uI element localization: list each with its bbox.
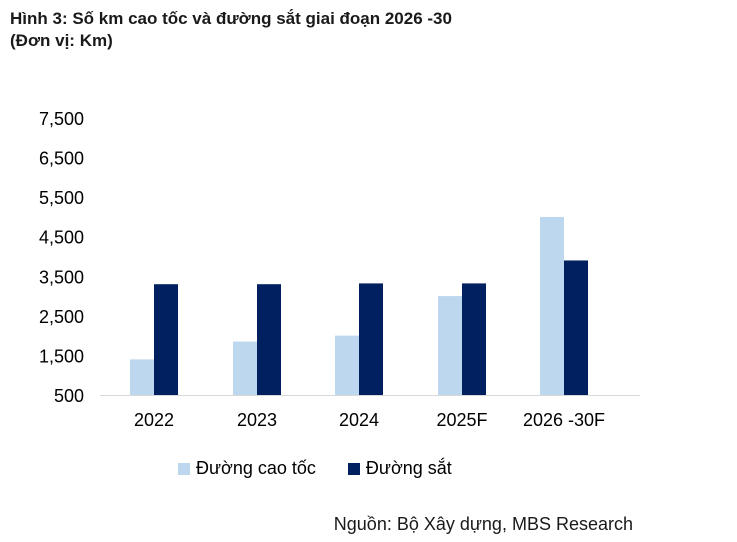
legend-swatch-railway bbox=[347, 462, 360, 475]
legend-item-railway: Đường sắt bbox=[347, 458, 452, 479]
y-tick-label: 1,500 bbox=[39, 346, 84, 366]
bar-railway bbox=[359, 283, 383, 395]
y-tick-label: 2,500 bbox=[39, 307, 84, 327]
y-tick-label: 4,500 bbox=[39, 228, 84, 248]
y-tick-label: 500 bbox=[54, 386, 84, 406]
y-tick-label: 3,500 bbox=[39, 267, 84, 287]
x-tick-label: 2026 -30F bbox=[523, 410, 605, 430]
source-note: Nguồn: Bộ Xây dựng, MBS Research bbox=[333, 514, 633, 534]
bar-railway bbox=[564, 260, 588, 395]
legend: Đường cao tốc Đường sắt bbox=[178, 458, 484, 479]
bar-railway bbox=[462, 283, 486, 395]
bar-highway bbox=[233, 341, 257, 395]
x-tick-label: 2022 bbox=[134, 410, 174, 430]
chart-title-line2: (Đơn vị: Km) bbox=[10, 31, 113, 50]
chart-title-line1: Hình 3: Số km cao tốc và đường sắt giai … bbox=[10, 9, 452, 28]
y-tick-label: 5,500 bbox=[39, 188, 84, 208]
bar-railway bbox=[257, 284, 281, 395]
x-tick-label: 2024 bbox=[339, 410, 379, 430]
x-tick-label: 2025F bbox=[436, 410, 487, 430]
x-tick-label: 2023 bbox=[237, 410, 277, 430]
bar-highway bbox=[438, 296, 462, 395]
bar-railway bbox=[154, 284, 178, 395]
legend-label-railway: Đường sắt bbox=[365, 458, 452, 478]
bar-highway bbox=[540, 216, 564, 395]
bar-highway bbox=[130, 359, 154, 395]
legend-item-highway: Đường cao tốc bbox=[178, 458, 316, 479]
legend-swatch-highway bbox=[178, 462, 190, 475]
bar-highway bbox=[335, 335, 359, 395]
legend-label-highway: Đường cao tốc bbox=[196, 458, 316, 478]
chart-title: Hình 3: Số km cao tốc và đường sắt giai … bbox=[10, 8, 730, 52]
y-tick-label: 6,500 bbox=[39, 149, 84, 169]
y-tick-label: 7,500 bbox=[39, 109, 84, 129]
